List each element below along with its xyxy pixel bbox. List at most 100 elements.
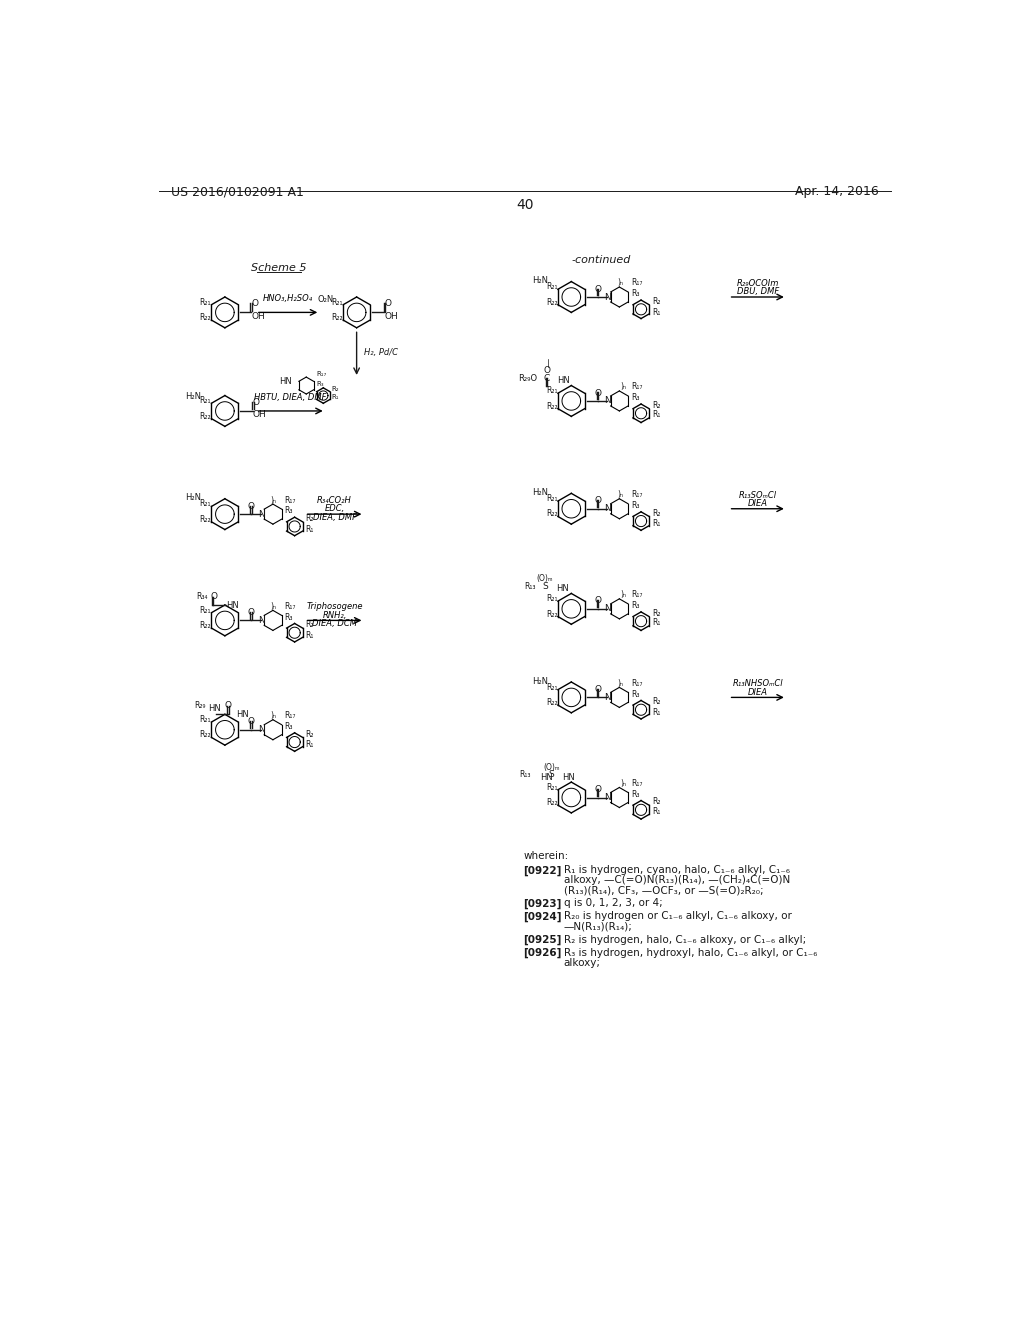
Text: Apr. 14, 2016: Apr. 14, 2016 — [796, 185, 879, 198]
Text: R₂₁: R₂₁ — [546, 783, 558, 792]
Text: [0924]: [0924] — [523, 911, 562, 921]
Text: R₃₄CO₂H: R₃₄CO₂H — [317, 496, 352, 506]
Text: HN: HN — [226, 601, 240, 610]
Text: O: O — [251, 300, 258, 309]
Text: )ₙ: )ₙ — [617, 490, 624, 499]
Text: S: S — [542, 582, 548, 591]
Text: R₂₁: R₂₁ — [200, 396, 211, 405]
Text: HNO₃,H₂SO₄: HNO₃,H₂SO₄ — [263, 294, 313, 304]
Text: R₂₁: R₂₁ — [546, 594, 558, 603]
Text: )ₙ: )ₙ — [270, 711, 276, 721]
Text: H₂N: H₂N — [185, 392, 202, 401]
Text: [0922]: [0922] — [523, 866, 561, 875]
Text: R₂: R₂ — [652, 508, 660, 517]
Text: (O)ₘ: (O)ₘ — [543, 763, 559, 772]
Text: US 2016/0102091 A1: US 2016/0102091 A1 — [171, 185, 303, 198]
Text: R₂₀ is hydrogen or C₁₋₆ alkyl, C₁₋₆ alkoxy, or: R₂₀ is hydrogen or C₁₋₆ alkyl, C₁₋₆ alko… — [563, 911, 792, 921]
Text: R₂ is hydrogen, halo, C₁₋₆ alkoxy, or C₁₋₆ alkyl;: R₂ is hydrogen, halo, C₁₋₆ alkoxy, or C₁… — [563, 935, 806, 945]
Text: N: N — [604, 693, 611, 702]
Text: R₂₉OCOIm: R₂₉OCOIm — [736, 279, 779, 288]
Text: )ₙ: )ₙ — [621, 779, 626, 788]
Text: O: O — [594, 685, 601, 694]
Text: O: O — [543, 366, 550, 375]
Text: R₁: R₁ — [305, 741, 313, 750]
Text: R₂₂: R₂₂ — [546, 610, 558, 619]
Text: HBTU, DIEA, DMF: HBTU, DIEA, DMF — [255, 393, 327, 401]
Text: R₁: R₁ — [652, 807, 660, 816]
Text: R₂: R₂ — [652, 797, 660, 807]
Text: R₃: R₃ — [285, 722, 293, 731]
Text: R₁: R₁ — [652, 708, 660, 717]
Text: )ₙ: )ₙ — [617, 279, 624, 288]
Text: alkoxy, —C(=O)N(R₁₃)(R₁₄), —(CH₂)₄C(=O)N: alkoxy, —C(=O)N(R₁₃)(R₁₄), —(CH₂)₄C(=O)N — [563, 875, 790, 886]
Text: R₁: R₁ — [652, 308, 660, 317]
Text: R₃: R₃ — [285, 507, 293, 515]
Text: N: N — [604, 793, 611, 803]
Text: (R₁₃)(R₁₄), CF₃, —OCF₃, or —S(=O)₂R₂₀;: (R₁₃)(R₁₄), CF₃, —OCF₃, or —S(=O)₂R₂₀; — [563, 886, 763, 895]
Text: R₂₂: R₂₂ — [200, 730, 211, 739]
Text: H₂N: H₂N — [532, 488, 548, 496]
Text: O: O — [253, 397, 260, 407]
Text: RNH₂,: RNH₂, — [323, 611, 347, 619]
Text: N: N — [604, 293, 611, 301]
Text: R₁₇: R₁₇ — [631, 779, 642, 788]
Text: R₂₉O: R₂₉O — [518, 374, 538, 383]
Text: R₂₁: R₂₁ — [546, 682, 558, 692]
Text: R₂: R₂ — [652, 609, 660, 618]
Text: Scheme 5: Scheme 5 — [251, 263, 307, 273]
Text: R₂₂: R₂₂ — [332, 313, 343, 322]
Text: S: S — [548, 771, 554, 780]
Text: R₁₇: R₁₇ — [631, 383, 642, 392]
Text: R₃: R₃ — [631, 789, 639, 799]
Text: O: O — [224, 701, 231, 710]
Text: R₁₇: R₁₇ — [631, 490, 642, 499]
Text: R₂₂: R₂₂ — [200, 515, 211, 524]
Text: R₂: R₂ — [652, 297, 660, 306]
Text: —N(R₁₃)(R₁₄);: —N(R₁₃)(R₁₄); — [563, 921, 633, 932]
Text: H₂N: H₂N — [532, 677, 548, 685]
Text: R₃ is hydrogen, hydroxyl, halo, C₁₋₆ alkyl, or C₁₋₆: R₃ is hydrogen, hydroxyl, halo, C₁₋₆ alk… — [563, 948, 817, 957]
Text: OH: OH — [385, 312, 398, 321]
Text: R₁: R₁ — [652, 618, 660, 627]
Text: O: O — [594, 388, 601, 397]
Text: R₂₁: R₂₁ — [200, 499, 211, 508]
Text: DIEA: DIEA — [748, 688, 768, 697]
Text: )ₙ: )ₙ — [621, 590, 626, 599]
Text: R₁₇: R₁₇ — [631, 590, 642, 599]
Text: R₂₁: R₂₁ — [200, 606, 211, 615]
Text: R₁₇: R₁₇ — [285, 602, 296, 611]
Text: wherein:: wherein: — [523, 851, 568, 862]
Text: R₂₁: R₂₁ — [546, 494, 558, 503]
Text: HN: HN — [280, 378, 292, 385]
Text: R₂₂: R₂₂ — [546, 401, 558, 411]
Text: R₃: R₃ — [316, 380, 324, 387]
Text: R₃: R₃ — [631, 689, 639, 698]
Text: R₁: R₁ — [305, 631, 313, 640]
Text: [0923]: [0923] — [523, 899, 561, 908]
Text: R₃: R₃ — [285, 612, 293, 622]
Text: EDC,: EDC, — [325, 504, 345, 513]
Text: R₂₁: R₂₁ — [546, 282, 558, 292]
Text: HN: HN — [236, 710, 249, 719]
Text: HN: HN — [556, 585, 568, 593]
Text: R₁₇: R₁₇ — [285, 711, 296, 721]
Text: R₂: R₂ — [652, 697, 660, 706]
Text: R₂₁: R₂₁ — [332, 298, 343, 306]
Text: R₁₃SOₘCl: R₁₃SOₘCl — [738, 491, 777, 499]
Text: R₁₃: R₁₃ — [524, 582, 536, 591]
Text: R₂: R₂ — [332, 385, 339, 392]
Text: O: O — [594, 785, 601, 795]
Text: [0926]: [0926] — [523, 948, 561, 958]
Text: HN: HN — [208, 704, 220, 713]
Text: HN: HN — [562, 774, 574, 781]
Text: O: O — [248, 609, 255, 616]
Text: O: O — [248, 502, 255, 511]
Text: R₁₇: R₁₇ — [631, 279, 642, 288]
Text: R₂₁: R₂₁ — [200, 298, 211, 306]
Text: O: O — [385, 300, 391, 309]
Text: R₂₂: R₂₂ — [200, 412, 211, 421]
Text: R₂: R₂ — [305, 513, 314, 523]
Text: R₃: R₃ — [631, 502, 639, 510]
Text: R₂₂: R₂₂ — [546, 799, 558, 808]
Text: R₂₂: R₂₂ — [200, 622, 211, 630]
